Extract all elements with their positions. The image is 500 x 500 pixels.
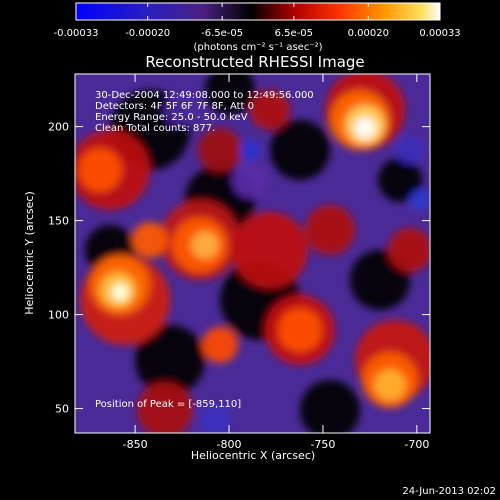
colorbar: -0.00033 -0.00020 -6.5e-05 6.5e-05 0.00020 0.… bbox=[54, 2, 461, 53]
heatmap-blob bbox=[388, 228, 430, 272]
heatmap-blob bbox=[137, 382, 193, 433]
heatmap-blob bbox=[205, 74, 255, 115]
x-tick-label: -750 bbox=[310, 438, 335, 451]
x-tick-label: -700 bbox=[404, 438, 429, 451]
heatmap-blob bbox=[305, 205, 355, 255]
footer-timestamp: 24-Jun-2013 02:02 bbox=[402, 486, 496, 497]
heatmap-blob bbox=[354, 117, 376, 139]
x-axis-label: Heliocentric X (arcsec) bbox=[191, 449, 315, 462]
heatmap-blob bbox=[240, 140, 260, 160]
heatmap-blob bbox=[135, 325, 205, 395]
heatmap-blob bbox=[374, 369, 406, 401]
colorbar-gradient bbox=[75, 2, 441, 21]
y-tick-label: 100 bbox=[48, 309, 69, 322]
heatmap-blob bbox=[111, 283, 129, 301]
observation-info: 30-Dec-2004 12:49:08.000 to 12:49:56.000… bbox=[95, 90, 314, 134]
heatmap-image bbox=[75, 74, 430, 433]
y-tick-label: 150 bbox=[48, 215, 69, 228]
info-line: 30-Dec-2004 12:49:08.000 to 12:49:56.000 bbox=[95, 90, 314, 101]
heatmap-blob bbox=[232, 212, 308, 288]
colorbar-tick-label: 0.00033 bbox=[419, 28, 460, 39]
heatmap-blob bbox=[410, 190, 430, 210]
colorbar-unit-label: (photons cm⁻² s⁻¹ asec⁻²) bbox=[193, 42, 322, 53]
heatmap-blob bbox=[164, 94, 196, 126]
heatmap-blob bbox=[378, 158, 422, 202]
heatmap-blob bbox=[198, 128, 242, 172]
heatmap-blob bbox=[78, 148, 122, 192]
y-axis: 50 100 150 200 bbox=[48, 121, 430, 416]
y-axis-label: Heliocentric Y (arcsec) bbox=[23, 191, 36, 315]
info-line: Detectors: 4F 5F 6F 7F 8F, Att 0 bbox=[95, 101, 254, 112]
heatmap-blob bbox=[300, 380, 360, 433]
heatmap-blob bbox=[278, 308, 322, 352]
x-tick-label: -850 bbox=[123, 438, 148, 451]
heatmap-blob bbox=[396, 136, 424, 164]
chart-title: Reconstructed RHESSI Image bbox=[145, 53, 364, 71]
peak-position-label: Position of Peak = [-859,110] bbox=[95, 399, 241, 410]
info-line: Energy Range: 25.0 - 50.0 keV bbox=[95, 112, 248, 123]
x-tick-label: -800 bbox=[217, 438, 242, 451]
colorbar-tick-label: -0.00033 bbox=[54, 28, 99, 39]
colorbar-tick-label: -0.00020 bbox=[125, 28, 170, 39]
heatmap-blob bbox=[191, 231, 219, 259]
colorbar-tick-label: 0.00020 bbox=[348, 28, 389, 39]
heatmap-blob bbox=[132, 222, 168, 258]
y-tick-label: 200 bbox=[48, 121, 69, 134]
colorbar-ticks: -0.00033 -0.00020 -6.5e-05 6.5e-05 0.00020 0.… bbox=[54, 3, 461, 39]
y-tick-label: 50 bbox=[55, 403, 69, 416]
heatmap-blob bbox=[199, 404, 231, 433]
heatmap-blob bbox=[202, 327, 238, 363]
plot-frame bbox=[74, 73, 431, 434]
colorbar-tick-label: 6.5e-05 bbox=[275, 28, 313, 39]
x-axis: -850 -800 -750 -700 bbox=[123, 74, 429, 451]
colorbar-tick-label: -6.5e-05 bbox=[201, 28, 243, 39]
heatmap-blob bbox=[270, 120, 330, 180]
heatmap-blob bbox=[250, 90, 290, 130]
info-line: Clean Total counts: 877. bbox=[95, 123, 215, 134]
heatmap-blob bbox=[232, 162, 268, 198]
